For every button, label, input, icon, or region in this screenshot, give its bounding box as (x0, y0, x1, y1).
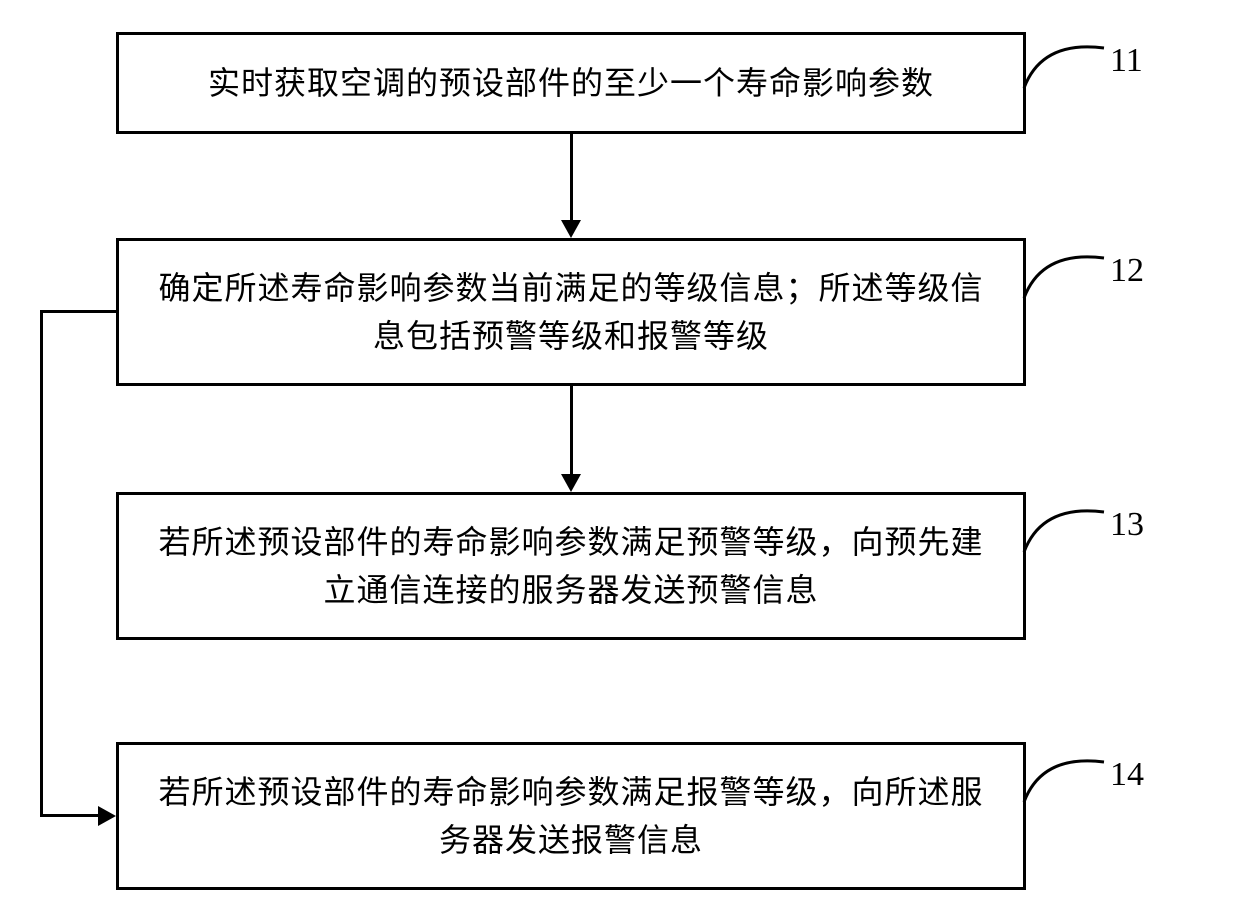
flow-node-13: 若所述预设部件的寿命影响参数满足预警等级，向预先建立通信连接的服务器发送预警信息 (116, 492, 1026, 640)
flowchart-container: 实时获取空调的预设部件的至少一个寿命影响参数 11 确定所述寿命影响参数当前满足… (0, 0, 1239, 909)
flow-label-12: 12 (1110, 252, 1144, 290)
flow-node-text: 若所述预设部件的寿命影响参数满足预警等级，向预先建立通信连接的服务器发送预警信息 (149, 518, 993, 614)
flow-node-text: 实时获取空调的预设部件的至少一个寿命影响参数 (208, 59, 934, 107)
flow-label-13: 13 (1110, 506, 1144, 544)
label-curve-13 (1022, 494, 1112, 554)
arrowhead-11-12 (561, 220, 581, 238)
label-curve-14 (1022, 744, 1112, 804)
arrow-12-13 (570, 386, 573, 474)
branch-12-14-v (40, 310, 43, 816)
branch-12-14-h1 (40, 310, 116, 313)
flow-node-text: 若所述预设部件的寿命影响参数满足报警等级，向所述服务器发送报警信息 (149, 768, 993, 864)
arrowhead-12-13 (561, 474, 581, 492)
flow-node-11: 实时获取空调的预设部件的至少一个寿命影响参数 (116, 32, 1026, 134)
flow-node-text: 确定所述寿命影响参数当前满足的等级信息；所述等级信息包括预警等级和报警等级 (149, 264, 993, 360)
label-curve-12 (1022, 240, 1112, 300)
branch-12-14-h2 (40, 814, 98, 817)
flow-node-12: 确定所述寿命影响参数当前满足的等级信息；所述等级信息包括预警等级和报警等级 (116, 238, 1026, 386)
branch-12-14-arrowhead (98, 806, 116, 826)
flow-node-14: 若所述预设部件的寿命影响参数满足报警等级，向所述服务器发送报警信息 (116, 742, 1026, 890)
arrow-11-12 (570, 134, 573, 220)
label-curve-11 (1022, 30, 1112, 90)
flow-label-11: 11 (1110, 42, 1143, 80)
flow-label-14: 14 (1110, 756, 1144, 794)
